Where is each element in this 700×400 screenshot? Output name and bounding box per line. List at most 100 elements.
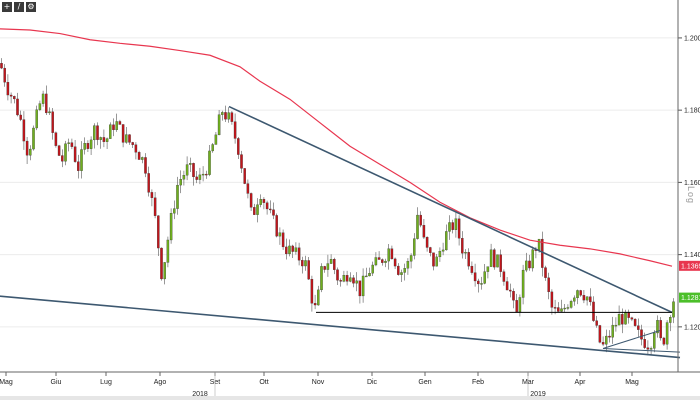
candle-body [102,137,106,142]
candle-body [486,266,490,272]
candle-body [569,301,573,308]
candle-body [192,163,195,178]
year-label: 2018 [192,391,208,398]
price-tag-box [679,260,700,271]
short-flat-line-line [602,348,681,353]
candle-body [61,155,64,162]
candle-body [176,184,179,209]
candle-body [317,289,320,306]
candle-body [483,271,486,284]
candle-body [544,267,547,278]
candle-body [550,291,554,308]
candle-body [432,252,435,267]
candle-body [141,157,144,160]
candle-body [509,289,512,292]
candle-body [281,232,285,248]
candle-body [473,272,477,282]
candle-body [576,290,579,299]
y-tick-label: 1.1800 [684,108,700,115]
candle-body [86,143,90,149]
candle-body [147,173,150,193]
crosshair-icon[interactable]: + [2,2,12,12]
candle-body [89,139,93,149]
candle-body [73,146,77,162]
candle-body [445,231,448,251]
candle-body [400,272,403,275]
candle-body [118,121,122,125]
candle-body [83,143,86,150]
candle-body [160,247,163,280]
candle-body [208,150,211,175]
candle-body [451,222,454,230]
candle-body [467,252,470,267]
candle-body [566,307,570,309]
candle-body [64,143,67,162]
candle-body [614,324,618,327]
candle-body [621,314,624,325]
candle-body [349,277,352,282]
candle-body [269,208,272,211]
candle-body [195,176,198,180]
draw-line-icon[interactable]: / [14,2,24,12]
candle-body [109,124,112,139]
candle-body [585,296,589,301]
candle-body [365,275,368,278]
candle-body [384,260,387,263]
candle-body [528,260,531,269]
candle-body [560,308,563,312]
candle-body [80,149,83,171]
candle-body [617,314,621,326]
candle-body [45,93,48,114]
candle-body [304,260,307,267]
candle-body [38,103,42,110]
candle-body [137,152,141,160]
candle-body [537,238,541,251]
candle-body [253,207,256,215]
candle-body [310,278,314,304]
candle-body [345,275,349,282]
candle-body [246,183,250,194]
price-tag-box [679,292,700,303]
candle-body [598,325,602,343]
long-term-support-line [0,295,681,359]
gear-icon[interactable]: ⚙ [26,2,36,12]
candle-body [582,295,586,301]
candle-body [477,280,480,285]
candle-body [496,254,499,268]
candle-body [518,297,522,313]
candle-body [413,238,416,256]
candle-body [608,335,611,338]
candle-body [307,260,310,280]
candle-body [227,112,230,120]
x-tick-label: Gen [418,379,431,386]
candle-body [371,264,374,274]
candle-body [67,142,70,144]
candle-body [320,266,323,291]
candle-body [589,296,592,303]
candle-body [480,283,483,285]
candle-body [611,324,614,338]
candle-body [134,144,138,153]
candle-body [217,114,221,136]
candle-body [121,124,125,143]
candle-body [294,247,298,252]
candle-body [416,214,419,239]
candle-body [429,247,432,253]
chart-scrollbar[interactable] [0,396,700,400]
candle-body [278,232,282,237]
candle-body [329,259,333,264]
candle-body [105,138,109,142]
candle-body [313,303,317,306]
candle-body [489,249,493,267]
candle-body [163,262,166,280]
candle-body [627,311,630,318]
x-tick-label: Mag [625,379,639,386]
candle-body [669,317,672,323]
candle-body [640,329,643,340]
candle-body [454,218,458,230]
candle-body [441,249,445,252]
candle-body [368,273,371,277]
candle-body [153,197,157,216]
candle-body [637,325,640,330]
